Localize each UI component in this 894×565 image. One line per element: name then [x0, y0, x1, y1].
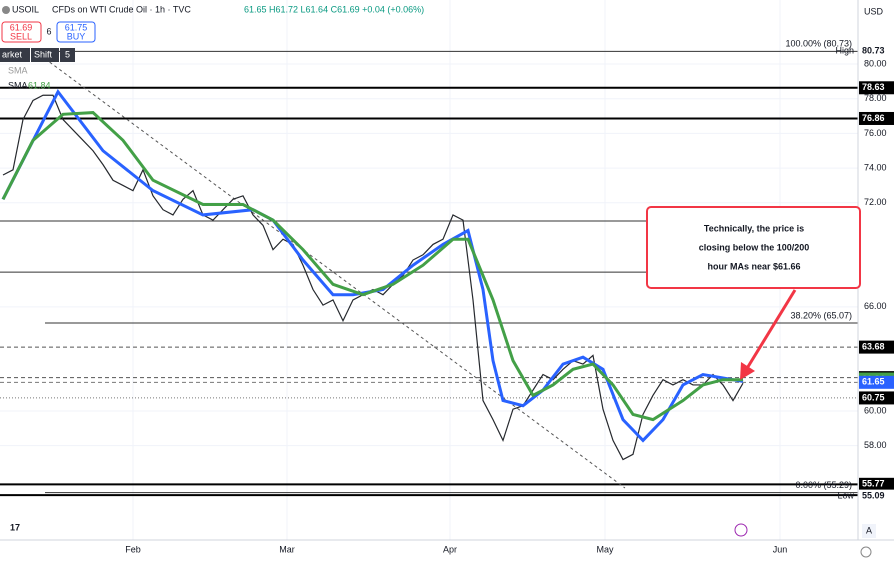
x-tick-label: Jun	[773, 544, 788, 554]
buy-price: 61.75	[65, 22, 88, 32]
y-tick-label: 72.00	[864, 197, 887, 207]
level-label: 100.00% (80.73)	[785, 39, 852, 49]
spread: 6	[46, 26, 51, 36]
y-tick-label: 76.00	[864, 128, 887, 138]
plot: 100.00% (80.73) 38.20% (65.07) 0.00% (55.2…	[0, 0, 858, 540]
symbol-title: CFDs on WTI Crude Oil · 1h · TVC	[52, 4, 191, 14]
sell-price: 61.69	[10, 22, 33, 32]
y-tick-label: 74.00	[864, 162, 887, 172]
callout-box	[646, 206, 861, 289]
sell-button[interactable]	[1, 21, 42, 43]
toolbar-item[interactable]	[31, 48, 59, 62]
price-label: 61.65	[862, 377, 885, 387]
y-tick-label: 66.00	[864, 301, 887, 311]
buy-button[interactable]	[56, 21, 96, 43]
toolbar-label: arket	[2, 49, 23, 59]
y-tick-label: 58.00	[864, 440, 887, 450]
buy-label: BUY	[67, 31, 86, 41]
logo: 17	[10, 522, 20, 532]
price-label: 76.86	[862, 113, 885, 123]
indicator-name: SMA	[8, 80, 28, 90]
callout-arrow	[744, 289, 797, 371]
x-tick-label: Feb	[125, 544, 141, 554]
x-tick-label: Mar	[279, 544, 295, 554]
price-label-box	[859, 391, 894, 405]
settings-icon[interactable]	[860, 546, 872, 558]
callout-text: closing below the 100/200	[699, 242, 810, 252]
price-label-box	[859, 375, 894, 389]
series-line	[1, 88, 744, 443]
symbol: USOIL	[12, 4, 39, 14]
indicator-value: 61.84	[28, 80, 51, 90]
price-label: 78.63	[862, 82, 885, 92]
sell-label: SELL	[10, 31, 32, 41]
currency: USD	[864, 6, 884, 16]
auto-scale-icon: A	[866, 525, 872, 535]
level-label: 0.00% (55.29)	[795, 480, 852, 490]
level-label: 38.20% (65.07)	[790, 310, 852, 320]
series-line	[1, 111, 743, 422]
trend-line	[39, 54, 626, 489]
callout-text: hour MAs near $61.66	[707, 261, 800, 271]
callout-text: Technically, the price is	[704, 223, 804, 233]
x-tick-label: May	[596, 544, 614, 554]
toolbar-label: 5	[65, 49, 70, 59]
price-label-box	[859, 44, 894, 58]
toolbar-item[interactable]	[0, 48, 30, 62]
price-label: 55.09	[862, 490, 885, 500]
x-tick-label: Apr	[443, 544, 457, 554]
price-label: 60.75	[862, 392, 885, 402]
auto-scale-button[interactable]	[862, 524, 876, 538]
price-label-box	[859, 477, 894, 491]
price-label-tag: Low	[837, 490, 854, 500]
indicator-name: SMA	[8, 65, 28, 75]
series-line	[2, 94, 744, 461]
price-label: 55.77	[862, 479, 885, 489]
ohlc: 61.65 H61.72 L61.64 C61.69 +0.04 (+0.06%…	[244, 4, 424, 14]
price-label-box	[859, 111, 894, 125]
y-tick-label: 80.00	[864, 58, 887, 68]
price-label-box	[859, 489, 894, 503]
price-label-box	[859, 340, 894, 354]
price-label: 80.73	[862, 46, 885, 56]
event-icon	[734, 523, 748, 537]
y-tick-label: 60.00	[864, 405, 887, 415]
price-label-tag: High	[835, 46, 854, 56]
callout-arrowhead	[740, 362, 755, 380]
toolbar-label: Shift	[34, 49, 53, 59]
y-tick-label: 78.00	[864, 93, 887, 103]
price-label-box	[859, 81, 894, 95]
price-label: 63.68	[862, 341, 885, 351]
toolbar-item[interactable]	[60, 48, 75, 62]
symbol-icon	[2, 6, 10, 14]
